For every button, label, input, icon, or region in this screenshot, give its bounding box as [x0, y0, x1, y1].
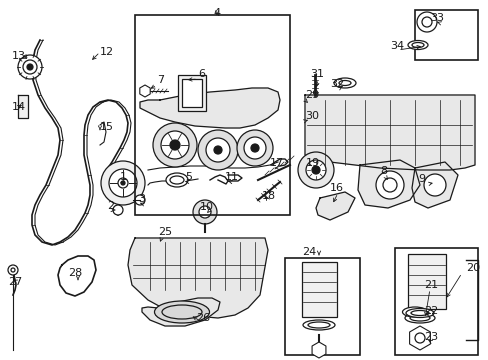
Bar	[302, 262, 336, 317]
Bar	[135, 15, 289, 215]
Circle shape	[109, 169, 137, 197]
Circle shape	[214, 146, 222, 154]
Polygon shape	[305, 95, 474, 170]
Circle shape	[198, 130, 238, 170]
Text: 13: 13	[12, 51, 26, 61]
Bar	[407, 254, 445, 309]
Text: 2: 2	[107, 201, 114, 211]
Ellipse shape	[154, 301, 209, 323]
Circle shape	[416, 12, 436, 32]
Text: 25: 25	[158, 227, 172, 237]
Text: 23: 23	[423, 332, 437, 342]
Text: 20: 20	[465, 263, 479, 273]
Circle shape	[199, 206, 210, 218]
Polygon shape	[411, 162, 457, 208]
Polygon shape	[142, 298, 220, 326]
Text: 18: 18	[262, 191, 276, 201]
Circle shape	[135, 195, 145, 205]
Circle shape	[193, 200, 217, 224]
Text: 6: 6	[198, 69, 204, 79]
Circle shape	[205, 138, 229, 162]
Bar	[394, 248, 477, 355]
Text: 14: 14	[12, 102, 26, 112]
Text: 26: 26	[196, 313, 210, 323]
Text: 8: 8	[379, 166, 386, 176]
Circle shape	[305, 160, 325, 180]
Circle shape	[237, 130, 272, 166]
Text: 17: 17	[269, 158, 284, 168]
Text: 7: 7	[157, 75, 164, 85]
Ellipse shape	[405, 309, 433, 318]
Circle shape	[250, 144, 259, 152]
Text: 3: 3	[138, 194, 145, 204]
Circle shape	[121, 181, 125, 185]
Circle shape	[8, 265, 18, 275]
Circle shape	[161, 131, 189, 159]
Circle shape	[113, 205, 123, 215]
Text: 4: 4	[213, 8, 220, 18]
Text: 27: 27	[8, 277, 22, 287]
Text: 29: 29	[305, 90, 319, 100]
Text: 19: 19	[305, 158, 320, 168]
Text: 33: 33	[429, 13, 443, 23]
Circle shape	[170, 140, 180, 150]
Bar	[285, 258, 359, 355]
Text: 22: 22	[423, 306, 437, 316]
Ellipse shape	[402, 307, 427, 317]
Circle shape	[311, 166, 319, 174]
Ellipse shape	[303, 320, 334, 330]
Circle shape	[375, 171, 403, 199]
Text: 21: 21	[423, 280, 437, 290]
Circle shape	[27, 64, 33, 70]
Text: 10: 10	[200, 202, 214, 212]
Text: 31: 31	[309, 69, 324, 79]
Circle shape	[244, 137, 265, 159]
Text: 30: 30	[305, 111, 318, 121]
Bar	[414, 10, 477, 60]
Bar	[178, 75, 205, 111]
Circle shape	[18, 55, 42, 79]
Polygon shape	[18, 95, 28, 118]
Text: 5: 5	[184, 172, 192, 182]
Text: 15: 15	[100, 122, 114, 132]
Circle shape	[423, 174, 445, 196]
Circle shape	[153, 123, 197, 167]
Ellipse shape	[404, 313, 434, 323]
Polygon shape	[315, 192, 354, 220]
Bar	[182, 79, 202, 107]
Circle shape	[101, 161, 145, 205]
Text: 16: 16	[329, 183, 343, 193]
Text: 9: 9	[417, 174, 424, 184]
Text: 32: 32	[329, 79, 344, 89]
Polygon shape	[357, 160, 419, 208]
Ellipse shape	[165, 173, 187, 187]
Text: 24: 24	[301, 247, 315, 257]
Polygon shape	[128, 238, 267, 318]
Text: 11: 11	[224, 172, 239, 182]
Ellipse shape	[333, 78, 355, 88]
Text: 28: 28	[68, 268, 82, 278]
Text: 1: 1	[120, 172, 127, 182]
Ellipse shape	[407, 40, 427, 49]
Text: 34: 34	[389, 41, 403, 51]
Text: 12: 12	[100, 47, 114, 57]
Polygon shape	[140, 88, 280, 128]
Circle shape	[297, 152, 333, 188]
